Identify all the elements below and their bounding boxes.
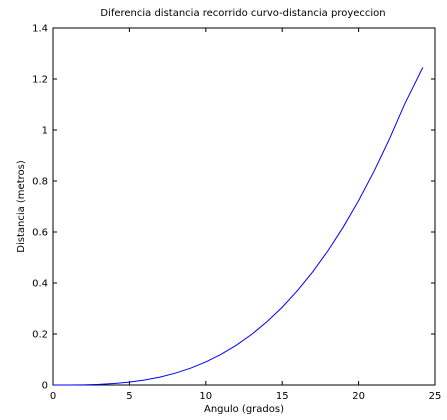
x-tick-label: 15 (276, 391, 289, 402)
y-tick-label: 1 (42, 126, 48, 137)
y-tick-label: 1.4 (32, 24, 48, 35)
x-axis-title: Angulo (grados) (204, 404, 284, 415)
axis-ticks (52, 27, 436, 386)
y-tick-label: 1.2 (32, 75, 48, 86)
x-tick-label: 5 (126, 391, 132, 402)
x-tick-label: 10 (199, 391, 212, 402)
chart-title: Diferencia distancia recorrido curvo-dis… (100, 8, 385, 19)
axis-tick-labels: 0 5 10 15 20 25 0 0.2 0.4 0.6 0.8 1 1.2 1.4 (32, 24, 441, 403)
x-tick-label: 0 (50, 391, 56, 402)
y-tick-label: 0 (42, 381, 48, 392)
y-axis-title: Distancia (metros) (16, 160, 27, 253)
x-tick-label: 25 (429, 391, 442, 402)
series-line (52, 67, 424, 386)
y-tick-label: 0.2 (32, 330, 48, 341)
x-tick-label: 20 (352, 391, 365, 402)
y-tick-label: 0.6 (32, 228, 48, 239)
y-tick-label: 0.4 (32, 279, 48, 290)
y-tick-label: 0.8 (32, 177, 48, 188)
plot-area-frame (52, 27, 436, 386)
